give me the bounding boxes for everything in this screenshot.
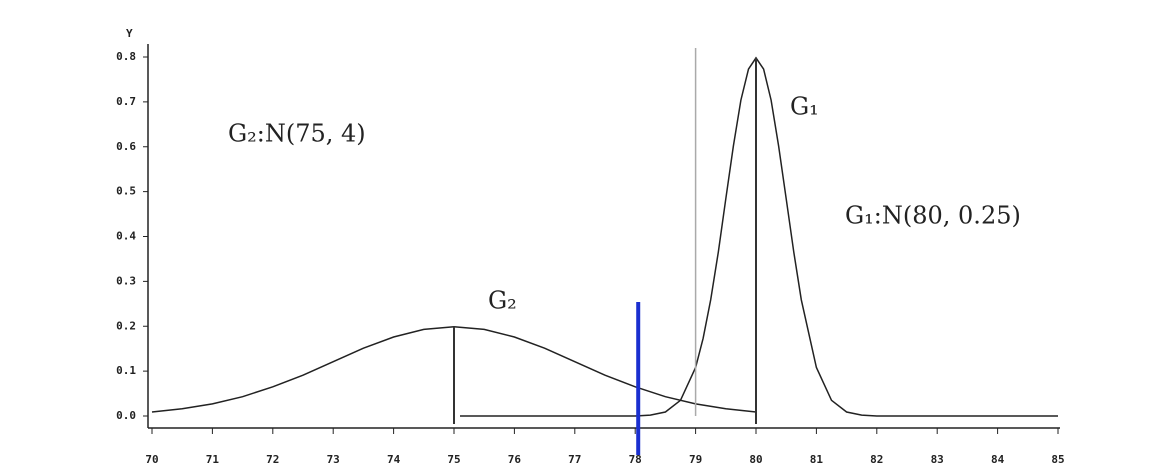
y-tick-label: 0.2 [116,319,136,332]
x-tick-label: 83 [931,453,944,466]
x-tick-label: 82 [870,453,883,466]
annotation: G₁:N(80, 0.25) [845,202,1021,230]
x-tick-label: 74 [387,453,401,466]
x-tick-label: 72 [266,453,279,466]
x-tick-label: 70 [145,453,158,466]
y-tick-label: 0.7 [116,95,136,108]
y-tick-label: 0.8 [116,50,136,63]
y-tick-label: 0.1 [116,364,136,377]
x-tick-label: 73 [327,453,340,466]
x-tick-label: 79 [689,453,702,466]
annotation: G₁ [790,93,819,121]
x-tick-label: 71 [206,453,220,466]
y-tick-label: 0.5 [116,185,136,198]
x-tick-label: 81 [810,453,824,466]
y-axis-label: Y [126,27,133,40]
x-tick-label: 80 [749,453,762,466]
annotation: G₂ [488,287,517,315]
x-tick-label: 78 [629,453,642,466]
x-tick-label: 77 [568,453,581,466]
y-tick-label: 0.6 [116,140,136,153]
y-tick-label: 0.4 [116,230,136,243]
x-tick-label: 85 [1051,453,1064,466]
curve [460,56,1058,417]
x-tick-label: 76 [508,453,522,466]
x-tick-label: 84 [991,453,1005,466]
y-tick-label: 0.3 [116,274,136,287]
x-tick-label: 75 [447,453,460,466]
annotation: G₂:N(75, 4) [228,120,366,148]
y-tick-label: 0.0 [116,409,136,422]
